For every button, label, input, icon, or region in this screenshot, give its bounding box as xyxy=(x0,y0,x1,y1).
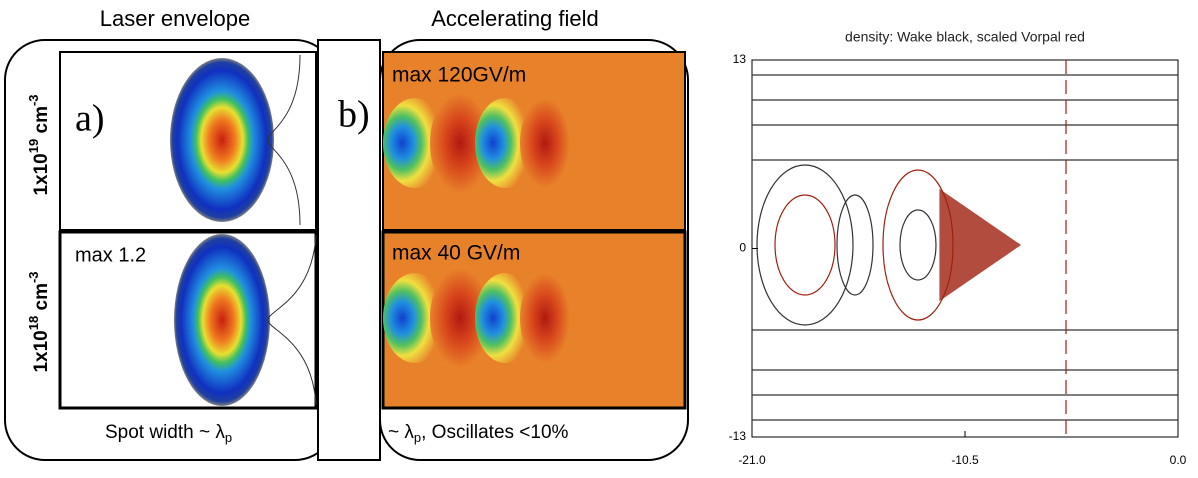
field-lobe xyxy=(475,273,535,363)
field-lobe xyxy=(520,98,570,188)
field-lobe xyxy=(475,98,535,188)
row-label-part: 1x10 xyxy=(31,330,52,372)
contour xyxy=(939,188,1022,302)
x-tick-label: -21.0 xyxy=(738,453,766,467)
field-lobe xyxy=(383,273,447,363)
field-title: Accelerating field xyxy=(431,6,599,31)
field-frame xyxy=(379,39,689,461)
x-tick-label: 0.0 xyxy=(1170,453,1187,467)
field-lobe xyxy=(430,93,490,193)
y-tick-label: 13 xyxy=(733,52,747,66)
contour xyxy=(774,194,836,296)
footer: ~ λp, Oscillates <10% xyxy=(388,422,569,445)
contour xyxy=(756,164,854,326)
contours xyxy=(751,60,1178,437)
row-label-part: cm xyxy=(31,283,52,316)
footer-part: p xyxy=(225,430,232,445)
annotation: max 120GV/m xyxy=(392,64,526,87)
laser-spot xyxy=(170,58,274,222)
footer-part: p xyxy=(414,430,421,445)
annotation: max 40 GV/m xyxy=(392,242,520,265)
footer-part: Spot width ~ λ xyxy=(105,422,225,443)
footer-part: , Oscillates <10% xyxy=(421,422,568,443)
footer: Spot width ~ λp xyxy=(105,422,232,445)
plot-title: density: Wake black, scaled Vorpal red xyxy=(845,29,1085,45)
field-pattern xyxy=(383,93,570,368)
middle-frame xyxy=(317,39,381,461)
y-tick-label: -13 xyxy=(729,429,747,443)
row-label-part: -3 xyxy=(26,94,41,106)
row-label-part: cm xyxy=(31,106,52,139)
contour xyxy=(899,209,937,281)
contour xyxy=(751,159,1178,331)
row-label-part: 19 xyxy=(26,139,41,153)
field-lobe xyxy=(383,98,447,188)
field-lobe xyxy=(430,268,490,368)
annotation: max 1.2 xyxy=(75,244,146,266)
profile-curve xyxy=(267,54,301,226)
x-tick-label: -10.5 xyxy=(951,453,979,467)
row-label: 1x1019 cm-3 xyxy=(26,94,52,195)
field-lobe xyxy=(520,273,570,363)
profile-curve xyxy=(267,234,317,406)
footer-part: ~ λ xyxy=(388,422,414,443)
axes: -21.0 -10.5 0.0 13 0 -13 xyxy=(729,52,1187,467)
contour xyxy=(836,194,874,296)
row-label-part: 1x10 xyxy=(31,153,52,195)
y-tick-label: 0 xyxy=(739,241,746,255)
laser-spot xyxy=(174,234,270,406)
panel-label: b) xyxy=(338,94,370,136)
laser-title: Laser envelope xyxy=(100,6,250,31)
panel-label: a) xyxy=(75,98,105,140)
row-label-part: -3 xyxy=(26,271,41,283)
row-label: 1x1018 cm-3 xyxy=(26,271,52,372)
row-label-part: 18 xyxy=(26,316,41,330)
